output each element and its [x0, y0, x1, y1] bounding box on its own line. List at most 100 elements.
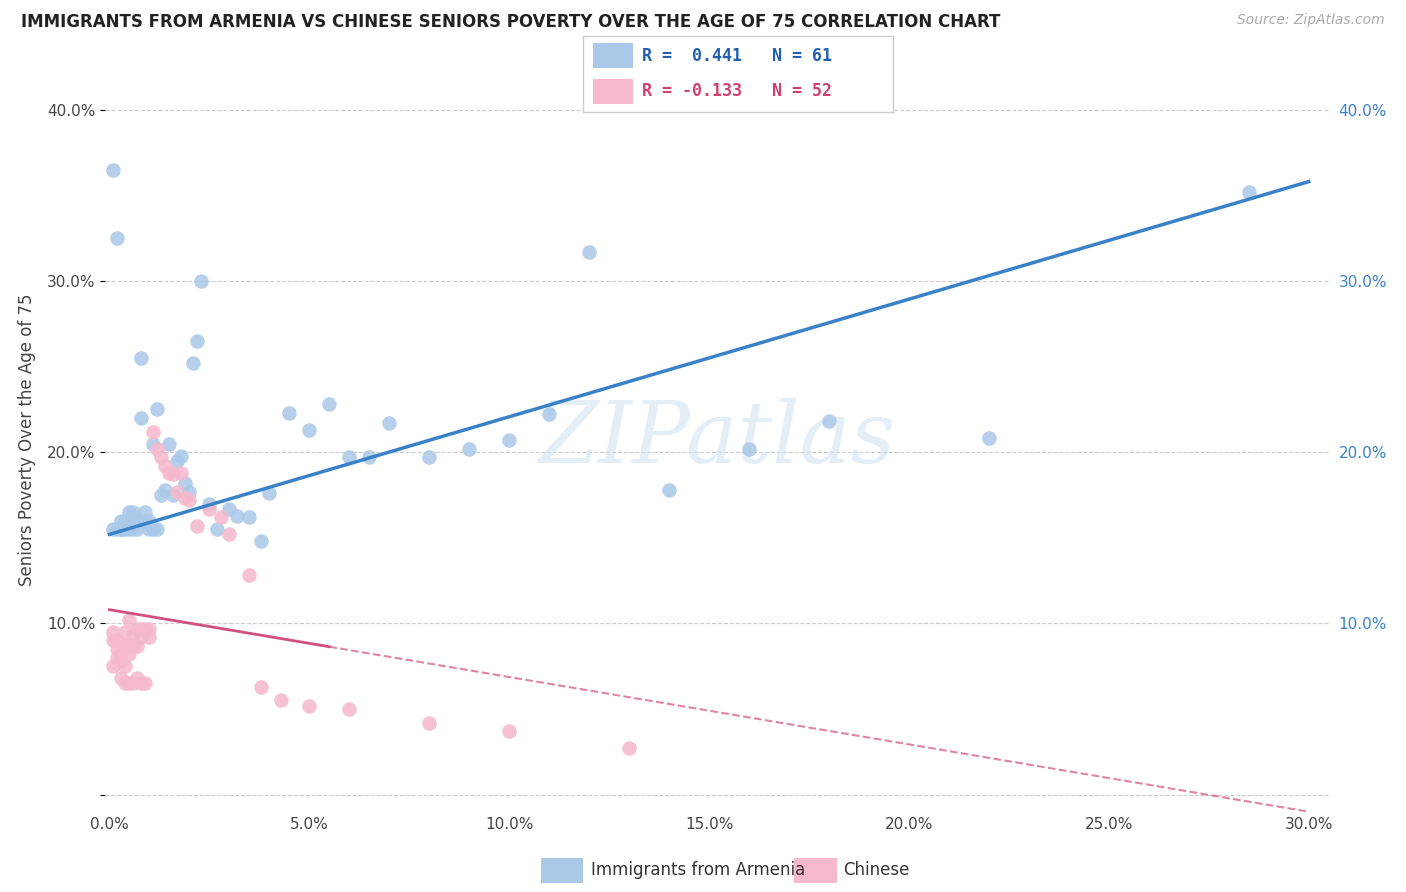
- Point: [818, 414, 841, 428]
- Point: [107, 522, 129, 536]
- Point: [238, 510, 260, 524]
- Point: [127, 622, 149, 636]
- Point: [146, 402, 169, 417]
- Point: [127, 639, 149, 653]
- Point: [155, 458, 177, 473]
- Point: [250, 534, 273, 549]
- Text: Chinese: Chinese: [844, 861, 910, 879]
- Point: [114, 676, 136, 690]
- Point: [107, 642, 129, 657]
- Point: [157, 436, 180, 450]
- Point: [174, 491, 197, 506]
- Point: [138, 622, 160, 636]
- Point: [298, 423, 321, 437]
- Point: [110, 522, 132, 536]
- Point: [318, 397, 340, 411]
- Point: [118, 613, 141, 627]
- Point: [122, 522, 145, 536]
- Point: [127, 671, 149, 685]
- Point: [134, 622, 156, 636]
- Point: [186, 518, 208, 533]
- Point: [131, 411, 153, 425]
- Point: [131, 622, 153, 636]
- Point: [174, 475, 197, 490]
- Point: [146, 522, 169, 536]
- Point: [1237, 185, 1260, 199]
- Point: [103, 162, 125, 177]
- Point: [179, 493, 201, 508]
- Point: [110, 654, 132, 668]
- Point: [378, 416, 401, 430]
- Text: R = -0.133   N = 52: R = -0.133 N = 52: [643, 82, 832, 101]
- Point: [226, 508, 249, 523]
- Point: [498, 724, 520, 739]
- Point: [127, 514, 149, 528]
- Text: R =  0.441   N = 61: R = 0.441 N = 61: [643, 46, 832, 65]
- Point: [162, 467, 184, 482]
- Point: [114, 522, 136, 536]
- Text: Immigrants from Armenia: Immigrants from Armenia: [591, 861, 804, 879]
- Text: Source: ZipAtlas.com: Source: ZipAtlas.com: [1237, 13, 1385, 28]
- Point: [238, 568, 260, 582]
- Point: [138, 630, 160, 644]
- Point: [103, 659, 125, 673]
- Point: [337, 702, 360, 716]
- Point: [218, 501, 240, 516]
- Point: [131, 351, 153, 365]
- Point: [146, 442, 169, 456]
- Point: [278, 406, 301, 420]
- Point: [538, 408, 561, 422]
- Point: [114, 639, 136, 653]
- Point: [418, 450, 440, 465]
- Point: [131, 676, 153, 690]
- Text: ZIPatlas: ZIPatlas: [538, 398, 896, 481]
- Point: [155, 483, 177, 497]
- Point: [122, 639, 145, 653]
- Point: [122, 514, 145, 528]
- Point: [103, 624, 125, 639]
- Point: [162, 488, 184, 502]
- Point: [110, 671, 132, 685]
- Point: [190, 274, 212, 288]
- Point: [142, 522, 165, 536]
- Point: [418, 715, 440, 730]
- Point: [209, 510, 232, 524]
- Point: [142, 436, 165, 450]
- Point: [110, 522, 132, 536]
- Point: [337, 450, 360, 465]
- Point: [118, 647, 141, 661]
- Point: [218, 527, 240, 541]
- Point: [270, 693, 292, 707]
- Point: [138, 522, 160, 536]
- Point: [170, 449, 193, 463]
- Point: [359, 450, 381, 465]
- Point: [110, 514, 132, 528]
- Point: [114, 514, 136, 528]
- Point: [617, 741, 640, 756]
- Point: [118, 505, 141, 519]
- Point: [150, 488, 173, 502]
- Bar: [593, 44, 633, 69]
- Point: [498, 433, 520, 447]
- Point: [207, 522, 229, 536]
- Point: [110, 647, 132, 661]
- Point: [738, 442, 761, 456]
- Bar: [593, 78, 633, 104]
- Point: [150, 450, 173, 465]
- Point: [122, 505, 145, 519]
- Point: [186, 334, 208, 348]
- Point: [198, 501, 221, 516]
- Point: [578, 244, 600, 259]
- Point: [118, 522, 141, 536]
- Point: [118, 637, 141, 651]
- Point: [259, 486, 281, 500]
- Point: [114, 624, 136, 639]
- Point: [107, 231, 129, 245]
- Point: [122, 676, 145, 690]
- Point: [138, 514, 160, 528]
- Point: [170, 466, 193, 480]
- Y-axis label: Seniors Poverty Over the Age of 75: Seniors Poverty Over the Age of 75: [18, 293, 37, 585]
- Point: [103, 633, 125, 648]
- Point: [114, 659, 136, 673]
- Point: [118, 514, 141, 528]
